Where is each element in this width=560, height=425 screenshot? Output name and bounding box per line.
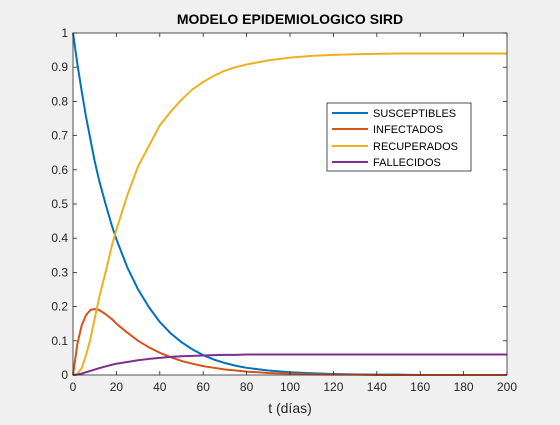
y-tick-label: 0.4: [51, 231, 68, 245]
x-axis-label: t (días): [268, 400, 312, 416]
x-tick-label: 40: [153, 380, 167, 394]
x-tick-label: 160: [410, 380, 430, 394]
y-tick-label: 0.6: [51, 163, 68, 177]
y-tick-label: 0.9: [51, 60, 68, 74]
axes-box: [72, 32, 508, 376]
legend-label-recuperados: RECUPERADOS: [373, 141, 458, 153]
y-tick-label: 0: [61, 368, 68, 382]
y-tick-label: 0.8: [51, 94, 68, 108]
chart-title: MODELO EPIDEMIOLOGICO SIRD: [177, 11, 403, 27]
series-line-recuperados: [72, 52, 507, 376]
legend-box: [326, 102, 472, 172]
legend-label-infectados: INFECTADOS: [373, 124, 443, 136]
x-tick-label: 20: [110, 380, 124, 394]
legend-label-fallecidos: FALLECIDOS: [373, 157, 441, 169]
x-tick-label: 120: [323, 380, 343, 394]
x-tick-label: 0: [70, 380, 77, 394]
series-line-fallecidos: [72, 353, 507, 376]
x-tick-label: 140: [367, 380, 387, 394]
tick-layer: 0 20 40 60 80 100 120 140 160 180 200 0 0.1 0.2 0.3 0.4…: [51, 26, 517, 394]
x-tick-label: 100: [280, 380, 300, 394]
y-tick-label: 0.2: [51, 300, 68, 314]
y-tick-label: 0.7: [51, 129, 68, 143]
x-tick-label: 80: [240, 380, 254, 394]
x-tick-label: 60: [197, 380, 211, 394]
y-tick-label: 0.5: [51, 197, 68, 211]
x-tick-label: 200: [497, 380, 517, 394]
y-tick-label: 1: [61, 26, 68, 40]
x-tick-label: 180: [454, 380, 474, 394]
y-tick-label: 0.3: [51, 265, 68, 279]
y-tick-label: 0.1: [51, 334, 68, 348]
plot-area: [73, 33, 507, 375]
legend: SUSCEPTIBLES INFECTADOS RECUPERADOS FALL…: [326, 102, 472, 172]
legend-label-susceptibles: SUSCEPTIBLES: [373, 108, 456, 120]
